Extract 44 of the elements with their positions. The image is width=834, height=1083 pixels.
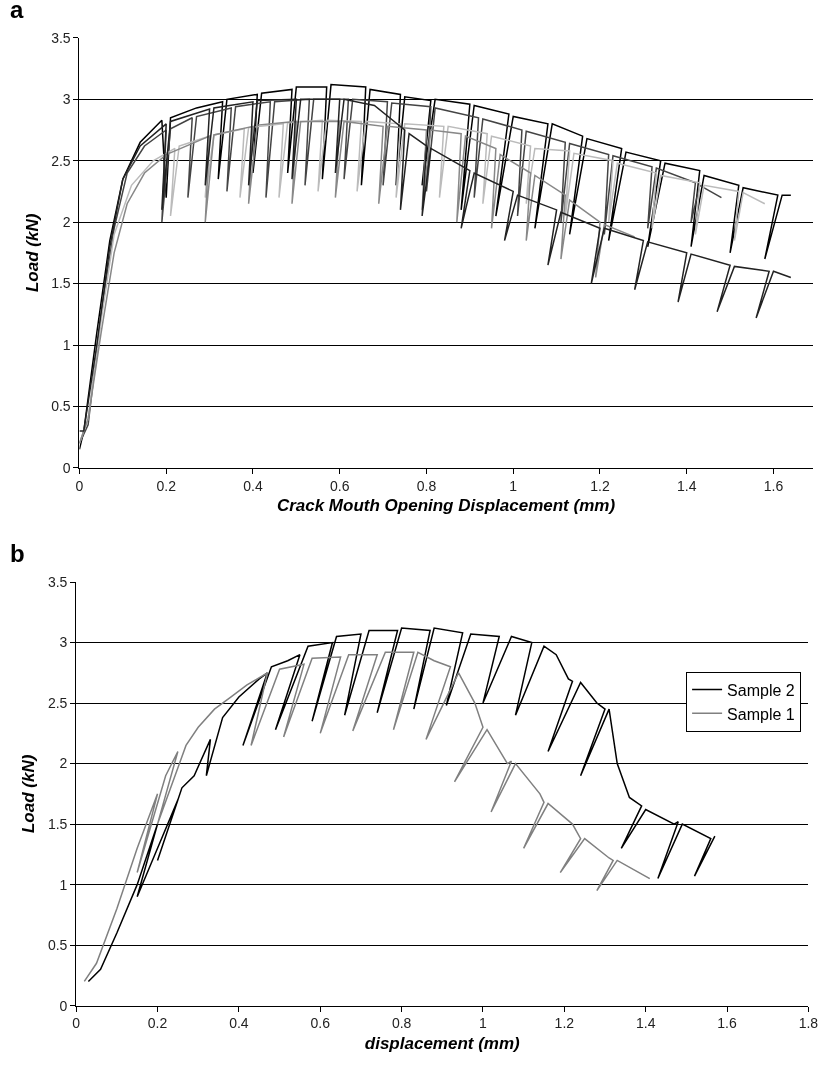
- y-tick-label: 3: [59, 634, 68, 651]
- x-tick-label: 0.2: [156, 477, 177, 494]
- x-tick-label: 0.4: [229, 1015, 249, 1032]
- y-tick-label: 2.5: [47, 694, 68, 711]
- y-tick-label: 2: [59, 755, 68, 772]
- y-tick-label: 3.5: [51, 29, 71, 46]
- x-tick-label: 1.2: [590, 477, 610, 494]
- y-tick-label: 1: [59, 876, 68, 893]
- x-axis-title: displacement (mm): [364, 1033, 521, 1053]
- chart-title: a: [10, 0, 24, 23]
- x-tick-label: 0.6: [310, 1015, 331, 1032]
- x-axis-title: Crack Mouth Opening Displacement (mm): [276, 496, 616, 516]
- y-tick-label: 1.5: [47, 816, 68, 833]
- x-tick-label: 0.4: [243, 477, 263, 494]
- chart-title: b: [10, 540, 25, 567]
- x-tick-label: 1.6: [763, 477, 784, 494]
- x-tick-label: 1.2: [554, 1015, 575, 1032]
- x-tick-label: 1.6: [717, 1015, 737, 1032]
- y-tick-label: 3.5: [47, 573, 68, 590]
- x-tick-label: 0: [75, 477, 84, 494]
- y-tick-label: 2.5: [51, 152, 71, 169]
- y-tick-label: 2: [62, 214, 71, 231]
- y-tick-label: 1.5: [51, 275, 71, 292]
- line-series: [83, 651, 651, 983]
- y-tick-label: 0: [59, 997, 68, 1014]
- x-tick-label: 1.4: [677, 477, 697, 494]
- x-tick-label: 0.2: [147, 1015, 168, 1032]
- legend-label: Sample 1: [727, 705, 795, 723]
- y-tick-label: 0: [62, 459, 71, 476]
- y-axis-title: Load (kN): [22, 213, 42, 293]
- x-tick-label: 1.4: [635, 1015, 656, 1032]
- legend-label: Sample 2: [727, 681, 795, 699]
- line-series: [79, 120, 636, 445]
- y-tick-label: 1: [62, 336, 71, 353]
- y-tick-label: 0.5: [51, 398, 71, 415]
- x-tick-label: 1: [509, 477, 518, 494]
- y-axis-title: Load (kN): [19, 754, 39, 834]
- x-tick-label: 0.8: [391, 1015, 412, 1032]
- x-tick-label: 1.8: [798, 1015, 819, 1032]
- y-tick-label: 3: [62, 91, 71, 108]
- x-tick-label: 0.6: [329, 477, 350, 494]
- x-tick-label: 0.8: [416, 477, 437, 494]
- x-tick-label: 1: [479, 1015, 488, 1032]
- y-tick-label: 0.5: [47, 937, 68, 954]
